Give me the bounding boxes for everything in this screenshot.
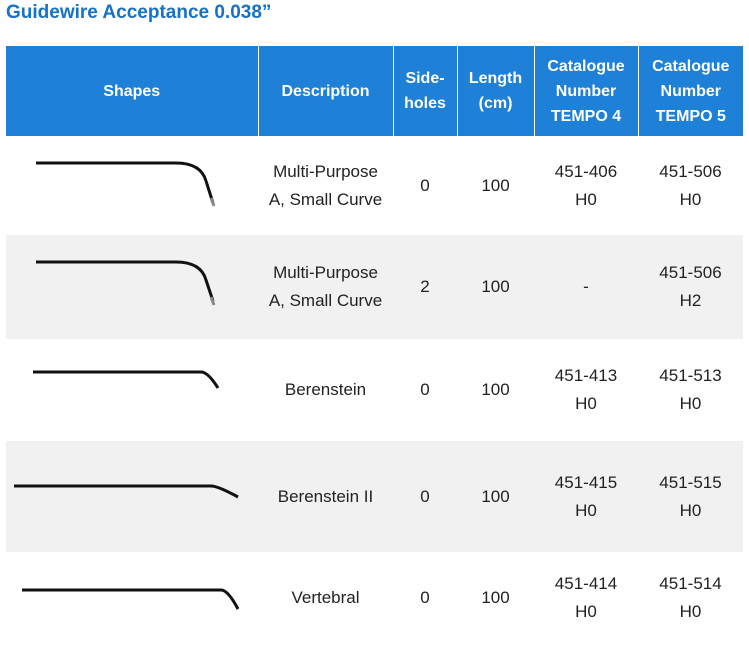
cell: 451-515 H0 [638, 441, 743, 552]
guidewire-shape [22, 588, 240, 610]
header-row: Shapes Description Side-holes Length (cm… [6, 46, 743, 136]
cell: Multi-Purpose A, Small Curve [258, 235, 393, 339]
shape-cell [6, 235, 258, 339]
cell: 100 [457, 235, 534, 339]
shape-cell [6, 136, 258, 235]
cell: 0 [420, 380, 430, 399]
cell: 2 [393, 235, 457, 339]
shape-cell [6, 441, 258, 552]
guidewire-shape [36, 161, 216, 207]
header-cell: Description [257, 46, 393, 136]
guidewire-shape [14, 484, 239, 499]
cell: 451-506 H2 [638, 235, 743, 339]
header-cell: Length (cm) [456, 46, 534, 136]
cell: 100 [481, 588, 510, 607]
cell: 451-406 H0 [554, 161, 618, 209]
header-cell: Shapes [6, 46, 258, 136]
cell: Vertebral [291, 588, 360, 607]
cell: 451-415 H0 [534, 441, 638, 552]
cell: 451-414 H0 [554, 574, 618, 621]
header-cell: Catalogue Number TEMPO 5 [637, 46, 743, 136]
title: Guidewire Acceptance 0.038” [6, 2, 272, 23]
cell: Berenstein II [258, 441, 393, 552]
row: Multi-Purpose A, Small Curve 0 100 451-406 … [6, 136, 743, 235]
cell: 100 [457, 441, 534, 552]
cell: 451-413 H0 [554, 366, 618, 413]
cell: 451-513 H0 [659, 366, 722, 413]
cell: Berenstein [284, 380, 367, 399]
shape-cell [6, 339, 258, 441]
cell: 0 [420, 175, 430, 195]
row: Berenstein II 0 100 451-415 H0 451-515 H0 [6, 441, 743, 552]
cell: 451-506 H0 [659, 161, 722, 209]
cell: Multi-Purpose A, Small Curve [268, 161, 383, 209]
cell: - [534, 235, 638, 339]
cell: 0 [393, 441, 457, 552]
table: Shapes Description Side-holes Length (cm… [6, 46, 743, 644]
cell: 100 [481, 380, 510, 399]
cell: 451-514 H0 [659, 574, 722, 621]
header-cell: Side-holes [392, 46, 457, 136]
row: Vertebral 0 100 451-414 H0 451-514 H0 [6, 552, 743, 644]
guidewire-shape [36, 260, 216, 306]
shape-cell [6, 552, 258, 644]
cell: 0 [420, 588, 430, 607]
cell: 100 [481, 175, 510, 195]
row: Berenstein 0 100 451-413 H0 451-513 H0 [6, 339, 743, 441]
guidewire-shape [33, 370, 220, 389]
header-cell: Catalogue Number TEMPO 4 [533, 46, 638, 136]
row: Multi-Purpose A, Small Curve 2 100-451-506… [6, 235, 743, 339]
